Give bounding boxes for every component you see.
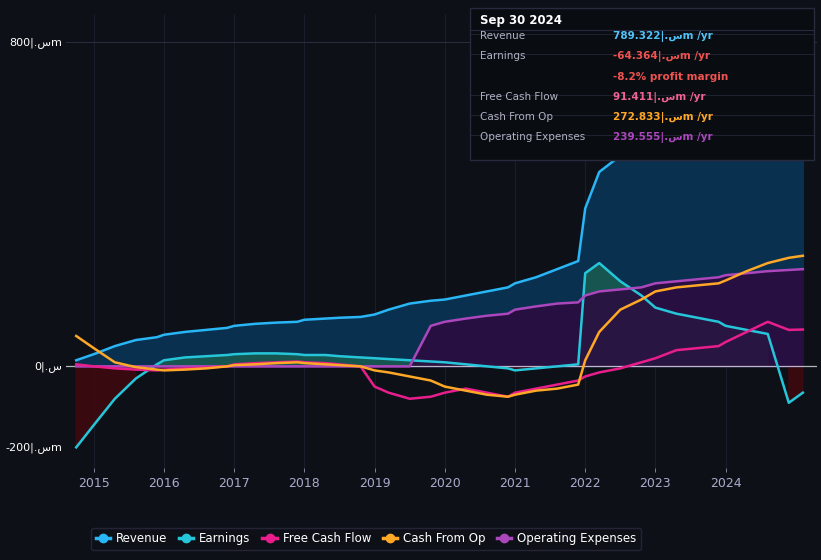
Text: -8.2% profit margin: -8.2% profit margin bbox=[613, 72, 728, 82]
Text: Operating Expenses: Operating Expenses bbox=[480, 132, 585, 142]
Text: 91.411|.سm /yr: 91.411|.سm /yr bbox=[613, 92, 706, 102]
Text: Sep 30 2024: Sep 30 2024 bbox=[480, 14, 562, 27]
Text: 272.833|.سm /yr: 272.833|.سm /yr bbox=[613, 112, 713, 123]
Text: Cash From Op: Cash From Op bbox=[480, 112, 553, 122]
Text: -64.364|.سm /yr: -64.364|.سm /yr bbox=[613, 52, 710, 62]
Text: 239.555|.سm /yr: 239.555|.سm /yr bbox=[613, 132, 713, 143]
Text: 789.322|.سm /yr: 789.322|.سm /yr bbox=[613, 31, 713, 42]
Text: Revenue: Revenue bbox=[480, 31, 525, 41]
Text: Earnings: Earnings bbox=[480, 52, 525, 62]
Text: 800|.سm: 800|.سm bbox=[9, 37, 62, 48]
Legend: Revenue, Earnings, Free Cash Flow, Cash From Op, Operating Expenses: Revenue, Earnings, Free Cash Flow, Cash … bbox=[91, 528, 641, 550]
Text: Free Cash Flow: Free Cash Flow bbox=[480, 92, 558, 102]
Text: 0|.س: 0|.س bbox=[34, 361, 62, 372]
Text: -200|.سm: -200|.سm bbox=[5, 442, 62, 453]
